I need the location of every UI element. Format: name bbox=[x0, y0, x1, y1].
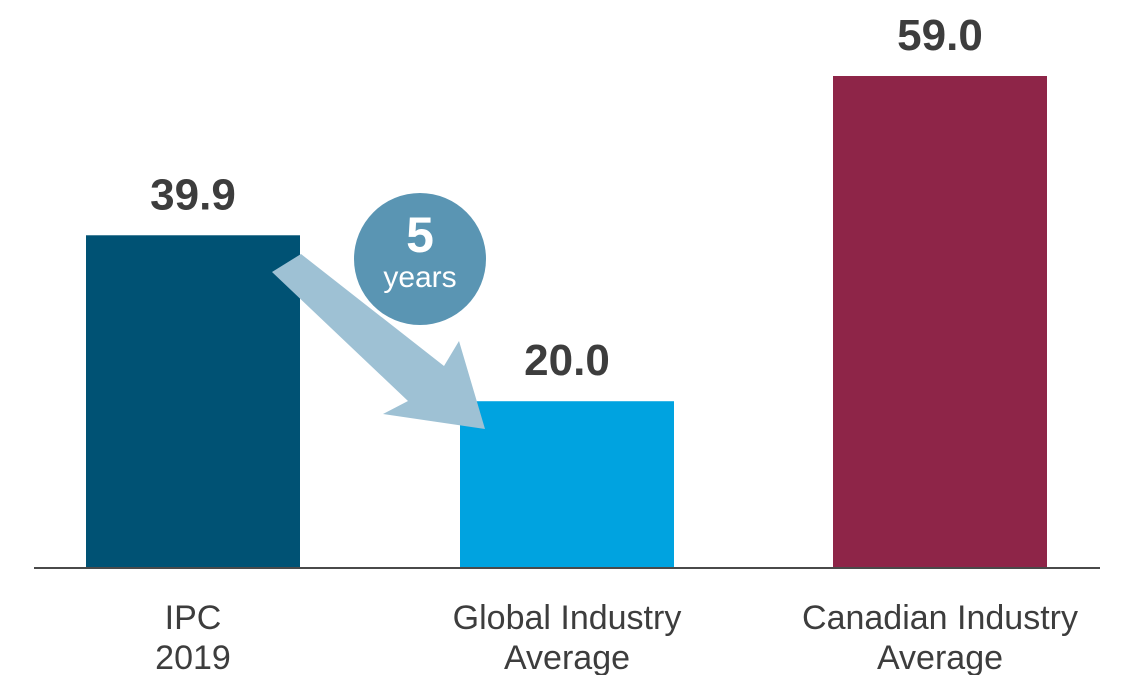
duration-badge bbox=[354, 193, 486, 325]
category-label-ipc-2019-line-2: 2019 bbox=[155, 639, 231, 675]
duration-badge-unit: years bbox=[383, 261, 456, 294]
value-label-ipc-2019: 39.9 bbox=[150, 170, 236, 219]
bar-global-industry-average bbox=[460, 401, 674, 568]
category-label-ipc-2019-line-1: IPC bbox=[165, 599, 222, 637]
category-label-global-industry-average-line-2: Average bbox=[504, 639, 630, 675]
category-label-canadian-industry-average-line-2: Average bbox=[877, 639, 1003, 675]
category-label-canadian-industry-average-line-1: Canadian Industry bbox=[802, 599, 1078, 637]
duration-annotation: 5 years bbox=[272, 193, 486, 429]
arrow-icon bbox=[272, 254, 485, 429]
value-labels-group: 39.9 20.0 59.0 bbox=[150, 11, 983, 385]
bar-ipc-2019 bbox=[86, 235, 300, 568]
bar-canadian-industry-average bbox=[833, 76, 1047, 568]
bars-group bbox=[86, 76, 1047, 568]
duration-badge-number: 5 bbox=[406, 207, 434, 263]
category-label-global-industry-average-line-1: Global Industry bbox=[453, 599, 682, 637]
value-label-canadian-industry-average: 59.0 bbox=[897, 11, 983, 60]
value-label-global-industry-average: 20.0 bbox=[524, 336, 610, 385]
